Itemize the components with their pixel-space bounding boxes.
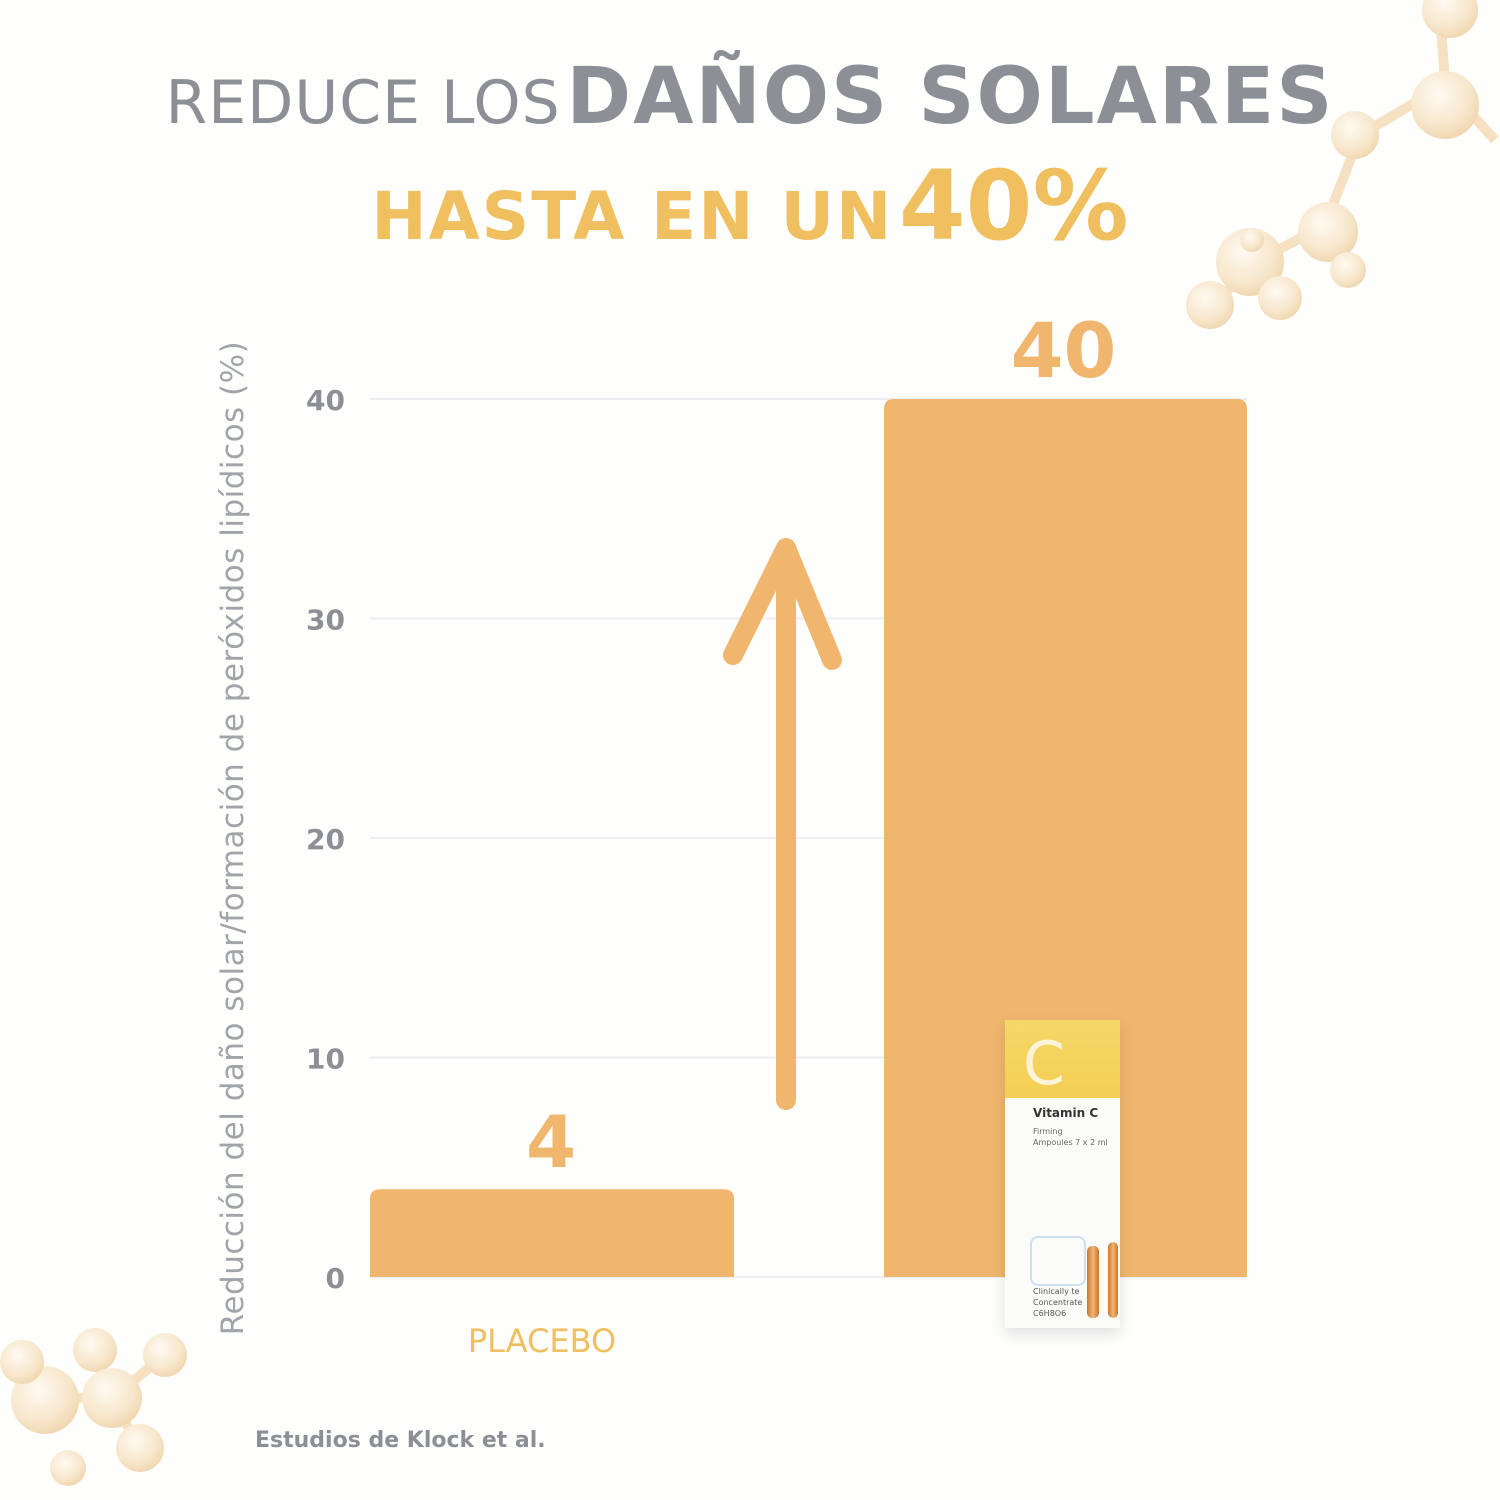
product-subtitle-line-2: Ampoules 7 x 2 ml [1033, 1138, 1108, 1147]
product-box-image: C Vitamin C Firming Ampoules 7 x 2 ml Cl… [1005, 1020, 1120, 1328]
brand-logo-icon [1030, 1236, 1086, 1286]
bar [884, 399, 1247, 1277]
product-subtitle-line-1: Firming [1033, 1127, 1063, 1136]
product-band: C [1005, 1020, 1120, 1098]
y-tick-label: 20 [306, 823, 345, 856]
data-label: 4 [526, 1100, 576, 1184]
product-big-letter: C [1023, 1029, 1065, 1099]
headline-emphasis-1: DAÑOS SOLARES [566, 52, 1335, 142]
molecule-top-right [1186, 0, 1499, 329]
headline-emphasis-2: 40% [898, 150, 1129, 262]
upward-arrow-icon [723, 538, 842, 1110]
ampoule-icon [1108, 1242, 1118, 1318]
product-footer-line-2: Concentrate [1033, 1298, 1083, 1307]
product-subtitle: Firming Ampoules 7 x 2 ml [1033, 1126, 1108, 1148]
source-citation: Estudios de Klock et al. [255, 1428, 546, 1453]
headline-line-1: REDUCE LOS DAÑOS SOLARES [0, 52, 1500, 142]
product-footer-line-3: C6H8O6 [1033, 1309, 1067, 1318]
data-label: 40 [1011, 306, 1117, 395]
bar [370, 1189, 734, 1277]
headline-prefix-1: REDUCE LOS [165, 68, 561, 138]
ampoule-icon [1087, 1246, 1099, 1318]
product-name: Vitamin C [1033, 1106, 1099, 1120]
y-tick-label: 10 [306, 1043, 345, 1076]
product-footer-line-1: Clinically te [1033, 1287, 1080, 1296]
headline-prefix-2: HASTA EN UN [371, 178, 894, 255]
y-tick-label: 30 [306, 604, 345, 637]
molecule-bottom-left [0, 1328, 187, 1486]
product-footer: Clinically te Concentrate C6H8O6 [1033, 1286, 1082, 1319]
x-category-label: PLACEBO [468, 1322, 616, 1360]
y-tick-label: 0 [326, 1262, 345, 1295]
y-tick-label: 40 [306, 384, 345, 417]
headline-line-2: HASTA EN UN 40% [0, 150, 1500, 262]
